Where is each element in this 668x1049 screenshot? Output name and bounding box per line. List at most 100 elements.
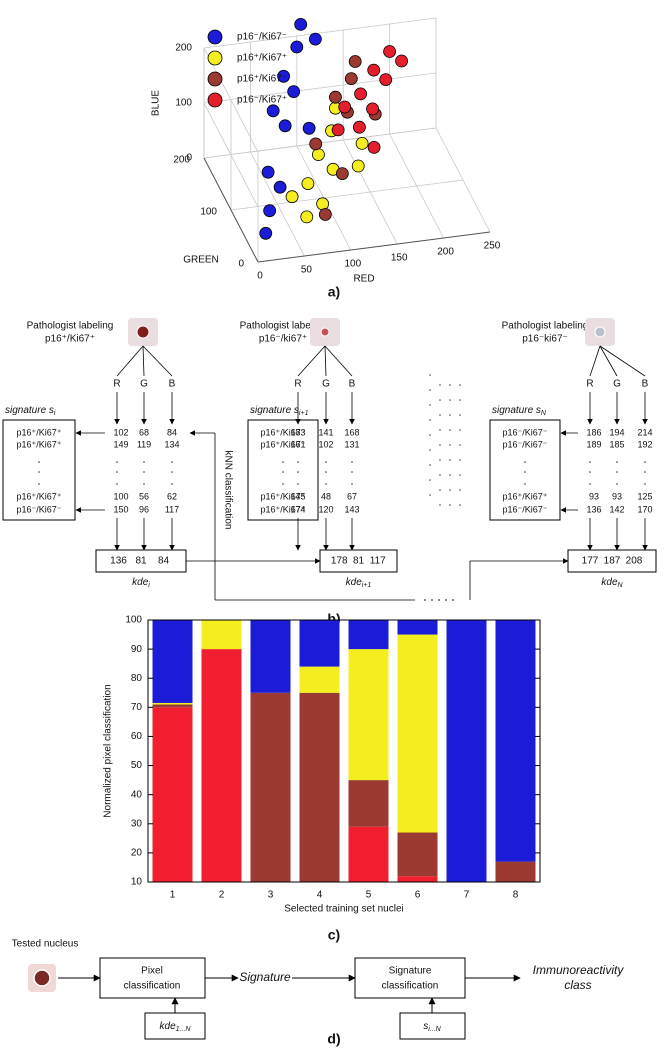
ellipsis-dot xyxy=(297,461,299,463)
row-value: 170 xyxy=(637,504,652,514)
row-label: p16⁺/Ki67⁺ xyxy=(16,427,61,437)
axis-line xyxy=(203,157,259,263)
bar-segment xyxy=(348,620,389,650)
point xyxy=(354,87,367,101)
x-tick-label: 150 xyxy=(391,253,408,264)
legend-marker xyxy=(207,92,223,108)
point xyxy=(352,120,366,134)
bar-segment xyxy=(446,620,487,882)
point xyxy=(395,54,408,68)
bar-segment xyxy=(495,620,536,862)
ellipsis-dot xyxy=(439,489,441,491)
signature-box xyxy=(354,957,466,999)
point xyxy=(263,204,277,218)
row-value: 161 xyxy=(290,439,305,449)
row-label: p16⁻/Ki67⁻ xyxy=(502,439,547,449)
bar-segment xyxy=(152,704,193,708)
row-value: 145 xyxy=(290,491,305,501)
connector xyxy=(142,345,145,377)
plot-frame xyxy=(147,619,541,883)
axis-line xyxy=(257,231,491,263)
row-value: 150 xyxy=(113,504,128,514)
ellipsis-dot xyxy=(459,459,461,461)
kde-value: 178 xyxy=(331,556,348,567)
signature-box xyxy=(247,419,319,521)
bar-segment xyxy=(397,876,438,882)
bar-segment xyxy=(397,620,438,635)
ellipsis-dot xyxy=(449,474,451,476)
ellipsis-dot xyxy=(449,489,451,491)
x-tick-label: 6 xyxy=(415,890,421,901)
row-value: 68 xyxy=(139,427,149,437)
row-value: 142 xyxy=(609,504,624,514)
row-label: p16⁺/Ki67⁺ xyxy=(16,491,61,501)
ellipsis-dot xyxy=(644,461,646,463)
connector xyxy=(589,345,601,377)
ellipsis-dot xyxy=(143,483,145,485)
x-tick-label: 2 xyxy=(219,890,225,901)
row-label: p16⁺/Ki67⁻ xyxy=(260,427,305,437)
bar-segment xyxy=(299,692,340,882)
x-tick-label: 200 xyxy=(437,247,454,258)
ellipsis-dot xyxy=(439,414,441,416)
row-value: 96 xyxy=(139,504,149,514)
output-text: class xyxy=(564,978,591,992)
point xyxy=(335,167,349,181)
ellipsis-dot xyxy=(449,444,451,446)
point xyxy=(273,180,287,194)
header: Pathologist labeling xyxy=(27,321,114,332)
point xyxy=(259,226,273,240)
y-tick-label: 30 xyxy=(131,818,143,829)
point xyxy=(277,69,291,83)
row-value: 67 xyxy=(347,491,357,501)
bar-segment xyxy=(299,666,340,693)
pixel-box-text: classification xyxy=(124,981,181,992)
point xyxy=(309,137,323,151)
row-value: 84 xyxy=(167,427,177,437)
ellipsis-dot xyxy=(459,444,461,446)
ellipsis-dot xyxy=(171,461,173,463)
y-tick-label: 100 xyxy=(200,207,217,218)
row-value: 149 xyxy=(113,439,128,449)
legend-marker xyxy=(207,50,223,66)
ellipsis-dot xyxy=(38,483,40,485)
x-axis-label: Selected training set nuclei xyxy=(284,904,404,915)
ellipsis-dot xyxy=(459,489,461,491)
signature-label-text: signature s xyxy=(5,405,54,416)
y-tick-label: 10 xyxy=(131,877,143,888)
ellipsis-dot xyxy=(524,461,526,463)
bar-segment xyxy=(152,702,193,705)
bar-segment xyxy=(397,634,438,833)
legend-label: p16⁻/Ki67⁺ xyxy=(237,95,287,106)
ellipsis-dot xyxy=(459,399,461,401)
z-axis-label: BLUE xyxy=(151,90,162,116)
ellipsis-dot xyxy=(439,459,441,461)
s-box-text: si...N xyxy=(423,1021,441,1034)
signature-label-text: signature s xyxy=(492,405,541,416)
point xyxy=(301,177,315,191)
ellipsis-dot xyxy=(524,483,526,485)
ellipsis-dot xyxy=(282,461,284,463)
kde-label-sub: i xyxy=(148,582,150,589)
y-tick-label: 60 xyxy=(131,731,143,742)
channel-label: G xyxy=(322,379,330,390)
point xyxy=(294,17,308,31)
row-label: p16⁺/Ki67⁺ xyxy=(260,504,305,514)
sample-nucleus xyxy=(594,326,606,338)
ellipsis-dot xyxy=(644,471,646,473)
kde-label-sub: N xyxy=(618,582,624,589)
ellipsis-dot xyxy=(429,374,431,376)
ellipsis-dot xyxy=(589,471,591,473)
row-value: 125 xyxy=(637,491,652,501)
row-label: p16⁺/Ki67⁻ xyxy=(260,439,305,449)
point xyxy=(351,159,365,173)
row-value: 131 xyxy=(344,439,359,449)
connector xyxy=(599,345,646,377)
row-label: p16⁻/Ki67⁻ xyxy=(16,504,61,514)
ellipsis-dot xyxy=(616,483,618,485)
kde-label-text: kde xyxy=(346,577,363,588)
bar-segment xyxy=(201,620,242,650)
ellipsis-dot xyxy=(38,461,40,463)
kde-label-text: kde xyxy=(601,577,618,588)
